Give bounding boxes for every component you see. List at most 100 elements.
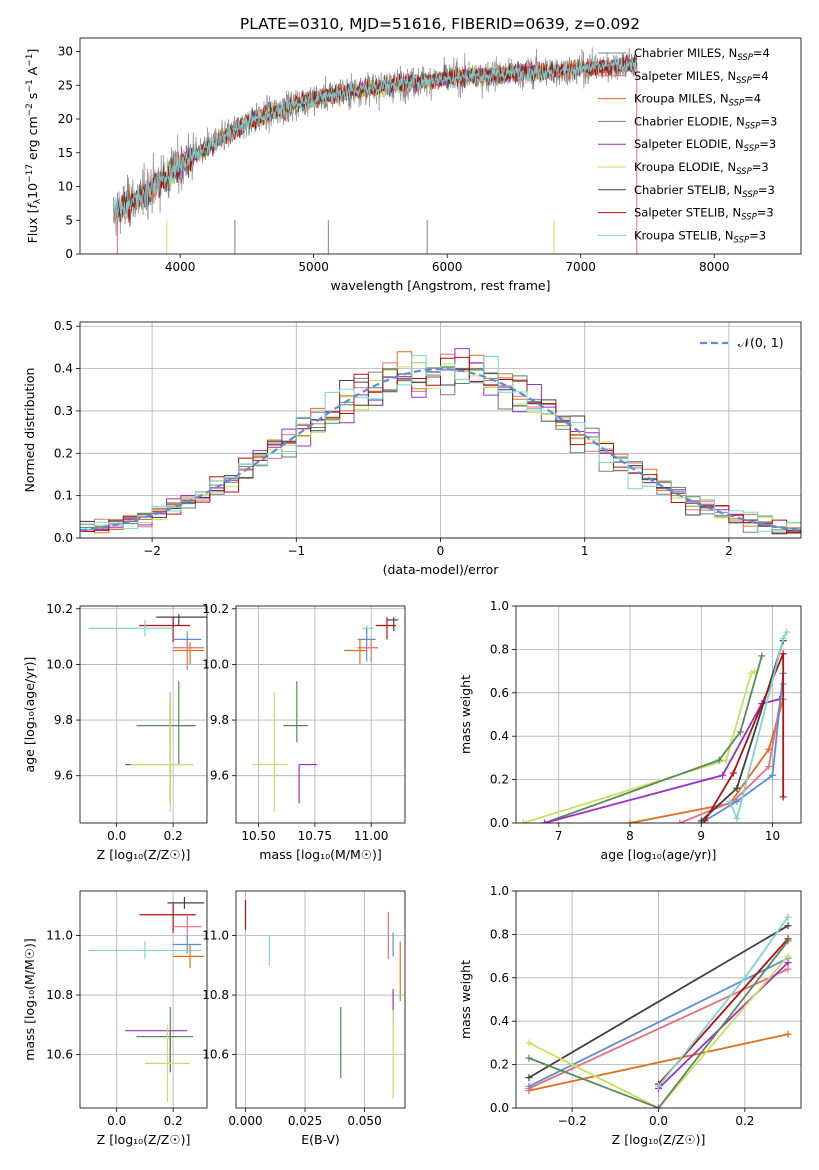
x-tick-label: 0.2 [164, 1114, 183, 1128]
weight-point [715, 756, 723, 764]
weight-point [525, 1074, 533, 1082]
x-tick-label: 0.2 [735, 1114, 754, 1128]
legend-entry: Chabrier ELODIE, NSSP=3 [634, 114, 777, 131]
axes-frame [235, 605, 406, 824]
y-tick-label: 10.2 [202, 602, 229, 616]
weight-point [784, 952, 792, 960]
chart-Z_vs_mass: 0.0 0.2 10.6 10.8 11.0 Z [log₁₀(Z/Z☉)] mass [l… [22, 890, 208, 1147]
weight-point [525, 1082, 533, 1090]
weight-point [736, 728, 744, 736]
y-tick-label: 11.0 [46, 929, 73, 943]
y-axis-label-part: −1 [25, 53, 35, 66]
y-axis-label-part: −1 [25, 79, 35, 92]
y-axis-label-part: ] [25, 49, 40, 54]
x-axis-label: Z [log₁₀(Z/Z☉)] [97, 847, 191, 862]
x-axis-label: mass [log₁₀(M/M☉)] [259, 847, 381, 862]
x-tick-label: 9 [697, 829, 705, 843]
legend: Chabrier MILES, NSSP=4 Salpeter MILES, NS… [598, 46, 777, 245]
weight-line [679, 683, 785, 823]
y-tick-label: 0 [65, 247, 73, 261]
weight-line [544, 655, 763, 823]
weight-line [522, 670, 756, 823]
weight-point [701, 817, 709, 823]
x-tick-label: 10.75 [298, 829, 332, 843]
x-tick-label: 10 [765, 829, 780, 843]
y-axis-label: mass [log₁₀(M/M☉)] [22, 938, 37, 1060]
y-axis-label-part: erg cm [25, 116, 40, 164]
plot-area [244, 899, 401, 1100]
legend-entry: Chabrier MILES, NSSP=4 [634, 46, 770, 63]
plot-area [519, 628, 791, 823]
weight-point [729, 769, 737, 777]
y-tick-label: 10.0 [202, 657, 229, 671]
y-tick-label: 9.6 [210, 769, 229, 783]
y-axis-label-part: Flux [ [25, 209, 40, 244]
y-tick-label: 0.8 [490, 927, 509, 941]
y-axis-label: mass weight [458, 960, 473, 1039]
weight-point [676, 819, 684, 823]
x-tick-label: 11.00 [354, 829, 388, 843]
y-tick-label: 5 [65, 213, 73, 227]
y-tick-label: 10.6 [202, 1047, 229, 1061]
axes-frame [515, 605, 802, 824]
y-tick-label: 0.2 [490, 773, 509, 787]
y-tick-label: 0.2 [490, 1058, 509, 1072]
axes-frame [79, 890, 208, 1109]
y-tick-label: 10.6 [46, 1047, 73, 1061]
weight-point [784, 922, 792, 930]
weight-line [528, 968, 789, 1090]
x-axis-label: age [log₁₀(age/yr)] [601, 847, 717, 862]
y-tick-label: 0.1 [54, 489, 73, 503]
x-tick-label: 7000 [565, 260, 596, 274]
weight-point [733, 797, 741, 805]
legend-entry: Salpeter ELODIE, NSSP=3 [634, 137, 776, 154]
weight-point [722, 756, 730, 764]
y-axis-label-part: A [25, 66, 40, 79]
weight-point [784, 1030, 792, 1038]
weight-line [629, 699, 785, 823]
y-tick-label: 15 [58, 146, 73, 160]
weight-point [719, 771, 727, 779]
x-tick-label: 0 [437, 544, 445, 558]
weight-point [747, 669, 755, 677]
x-axis-label: Z [log₁₀(Z/Z☉)] [612, 1132, 706, 1147]
weight-point [655, 1104, 662, 1108]
weight-point [741, 974, 749, 982]
y-tick-label: 30 [58, 45, 73, 59]
x-tick-label: 1 [581, 544, 589, 558]
x-axis-label: Z [log₁₀(Z/Z☉)] [97, 1132, 191, 1147]
x-tick-label: 0.050 [347, 1114, 381, 1128]
chart-mass_vs_age: 10.50 10.75 11.00 9.6 9.8 10.0 10.2 mass [log₁₀… [202, 602, 406, 862]
weight-point [525, 1054, 533, 1062]
y-tick-label: 0.0 [54, 531, 73, 545]
y-axis-label: Normed distribution [22, 368, 37, 493]
weight-line [528, 924, 789, 1079]
chart-Z_vs_weight: −0.2 0.0 0.2 0.0 0.2 0.4 0.6 0.8 1.0 Z [log₁₀(Z/Z… [458, 884, 802, 1147]
weight-point [784, 913, 792, 921]
axes-frame [79, 37, 802, 255]
spectrum-line [113, 56, 638, 229]
weight-point [726, 797, 734, 805]
chart-ebv_vs_mass: 0.000 0.025 0.050 10.6 10.8 11.0 E(B-V) [202, 890, 406, 1147]
x-tick-label: 0.2 [164, 829, 183, 843]
legend-entry: Chabrier STELIB, NSSP=3 [634, 183, 775, 200]
chart-Z_vs_age: 0.0 0.2 9.6 9.8 10.0 10.2 Z [log₁₀(Z/Z☉)] age [… [22, 602, 208, 862]
weight-point [779, 650, 787, 658]
y-axis-label-part: 10 [25, 183, 40, 199]
chart-panels: 4000 5000 6000 7000 8000051015202530waveleng… [22, 37, 802, 1147]
weight-line [700, 673, 785, 823]
weight-point [525, 1039, 533, 1047]
weight-point [765, 763, 773, 771]
y-tick-label: 9.8 [210, 713, 229, 727]
x-tick-label: 0.025 [288, 1114, 322, 1128]
x-axis-label: wavelength [Angstrom, rest frame] [330, 278, 550, 293]
y-tick-label: 25 [58, 78, 73, 92]
weight-line [657, 916, 789, 1087]
y-tick-label: 0.0 [490, 1101, 509, 1115]
chart-age_vs_weight: 7 8 9 10 0.0 0.2 0.4 0.6 0.8 1.0 age [log₁₀(age/yr… [458, 599, 802, 862]
plot-area [525, 913, 792, 1108]
y-tick-label: 0.8 [490, 642, 509, 656]
plot-area [113, 47, 638, 254]
weight-point [784, 937, 792, 945]
y-axis-label-part: −17 [25, 164, 35, 183]
